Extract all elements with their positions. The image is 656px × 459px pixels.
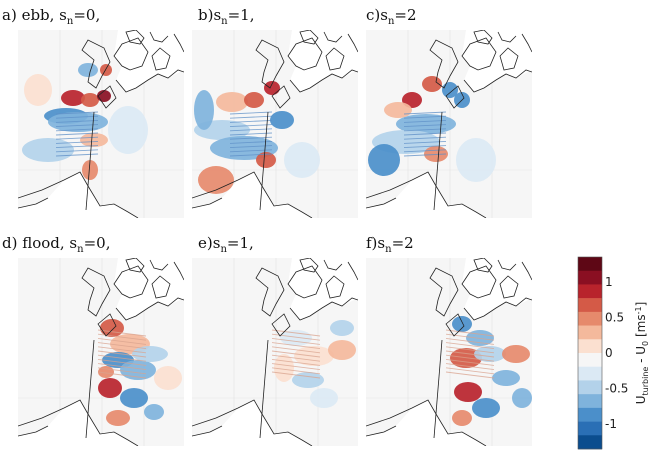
anomaly-patch xyxy=(368,144,400,176)
anomaly-patch xyxy=(456,138,496,182)
colorbar-frame xyxy=(577,256,603,450)
anomaly-patch xyxy=(82,160,98,180)
anomaly-patch xyxy=(78,63,98,77)
anomaly-patch xyxy=(452,410,472,426)
colorbar-swatch xyxy=(578,380,602,395)
anomaly-patch xyxy=(80,133,108,147)
colorbar-swatch xyxy=(578,407,602,422)
anomaly-patch xyxy=(474,346,506,362)
colorbar-ticks: 1 0.5 0 -0.5 -1 xyxy=(605,275,628,431)
panel-label-e: e)sn=1, xyxy=(198,234,254,255)
anomaly-patch xyxy=(216,92,248,112)
anomaly-patch xyxy=(452,316,472,332)
colorbar-tick-label: 0 xyxy=(605,346,613,360)
anomaly-patch xyxy=(98,378,122,398)
map-panel-a xyxy=(18,30,184,218)
colorbar-swatch xyxy=(578,311,602,326)
anomaly-patch xyxy=(256,152,276,168)
anomaly-patch xyxy=(270,111,294,129)
anomaly-patch xyxy=(512,388,532,408)
anomaly-patch xyxy=(198,166,234,194)
anomaly-patch xyxy=(454,382,482,402)
anomaly-patch xyxy=(292,372,324,388)
anomaly-patch xyxy=(492,370,520,386)
colorbar-label: Uturbine - U0 [ms-1] xyxy=(634,302,650,405)
anomaly-patch xyxy=(154,366,182,390)
anomaly-patch xyxy=(330,320,354,336)
map-panel-e xyxy=(192,258,358,446)
anomaly-patch xyxy=(22,138,74,162)
anomaly-patch xyxy=(61,90,85,106)
map-panel-c xyxy=(366,30,532,218)
anomaly-patch xyxy=(24,74,52,106)
map-panel-d xyxy=(18,258,184,446)
panel-label-b: b)sn=1, xyxy=(198,6,255,27)
anomaly-patch xyxy=(422,76,442,92)
anomaly-patch xyxy=(442,82,458,98)
anomaly-patch xyxy=(384,102,412,118)
colorbar: 1 0.5 0 -0.5 -1 Uturbine - U0 [ms-1] xyxy=(577,256,650,450)
anomaly-patch xyxy=(284,142,320,178)
colorbar-swatch xyxy=(578,325,602,340)
anomaly-patch xyxy=(274,354,294,382)
anomaly-patch xyxy=(328,340,356,360)
anomaly-patch xyxy=(100,319,124,337)
colorbar-swatch xyxy=(578,421,602,436)
colorbar-swatch xyxy=(578,257,602,272)
anomaly-patch xyxy=(81,93,99,107)
anomaly-patch xyxy=(144,404,164,420)
anomaly-patch xyxy=(132,346,168,362)
anomaly-patch xyxy=(310,388,338,408)
colorbar-swatch xyxy=(578,353,602,368)
anomaly-patch xyxy=(244,92,264,108)
anomaly-patch xyxy=(472,398,500,418)
anomaly-patch xyxy=(264,81,280,95)
colorbar-swatch xyxy=(578,435,602,450)
anomaly-patch xyxy=(97,90,111,102)
anomaly-patch xyxy=(100,64,112,76)
anomaly-patch xyxy=(120,388,148,408)
anomaly-patch xyxy=(194,90,214,130)
colorbar-tick-label: -0.5 xyxy=(605,382,628,396)
colorbar-swatch xyxy=(578,394,602,409)
colorbar-tick-label: 0.5 xyxy=(605,310,624,324)
panel-label-f: f)sn=2 xyxy=(366,234,414,255)
colorbar-swatch xyxy=(578,298,602,313)
map-panel-f xyxy=(366,258,532,446)
colorbar-swatch xyxy=(578,366,602,381)
colorbar-swatches xyxy=(578,257,602,450)
panel-label-c: c)sn=2 xyxy=(366,6,417,27)
panel-label-d: d) flood, sn=0, xyxy=(2,234,111,255)
anomaly-patch xyxy=(106,410,130,426)
colorbar-swatch xyxy=(578,284,602,299)
colorbar-swatch xyxy=(578,339,602,354)
anomaly-patch xyxy=(502,345,530,363)
anomaly-patch xyxy=(108,106,148,154)
panel-label-a: a) ebb, sn=0, xyxy=(2,6,101,27)
map-panel-b xyxy=(192,30,358,218)
anomaly-patch xyxy=(120,360,156,380)
colorbar-tick-label: 1 xyxy=(605,275,613,289)
colorbar-swatch xyxy=(578,270,602,285)
colorbar-tick-label: -1 xyxy=(605,417,617,431)
anomaly-patch xyxy=(280,330,312,346)
